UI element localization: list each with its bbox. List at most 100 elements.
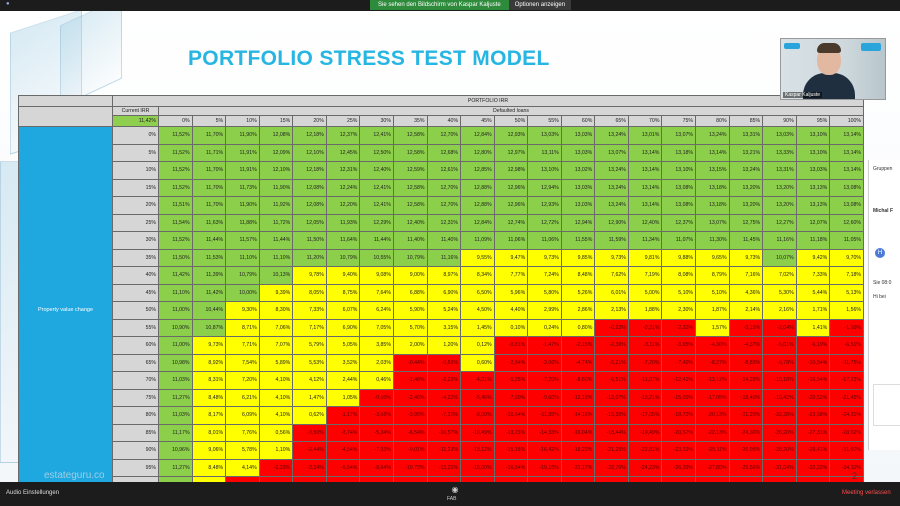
irr-cell: 12,20% bbox=[325, 196, 361, 215]
irr-cell: 11,34% bbox=[627, 231, 663, 250]
irr-cell: 13,03% bbox=[560, 143, 596, 162]
irr-cell: 9,06% bbox=[191, 441, 227, 460]
irr-cell: 9,55% bbox=[460, 248, 495, 267]
irr-cell: 1,47% bbox=[292, 388, 327, 407]
irr-cell: 2,30% bbox=[661, 301, 696, 320]
irr-cell: 11,52% bbox=[158, 178, 193, 197]
column-header: 65% bbox=[594, 115, 629, 127]
irr-cell: 2,03% bbox=[359, 353, 394, 372]
irr-cell: -0,10% bbox=[359, 388, 394, 407]
irr-cell: 8,01% bbox=[191, 423, 227, 442]
irr-cell: 5,89% bbox=[258, 353, 294, 372]
irr-cell: 13,03% bbox=[762, 126, 797, 145]
irr-cell: 2,16% bbox=[762, 301, 797, 320]
irr-cell: 11,10% bbox=[258, 248, 294, 267]
column-header: 90% bbox=[762, 115, 797, 127]
irr-cell: 9,00% bbox=[392, 266, 428, 285]
irr-cell: 1,87% bbox=[695, 301, 730, 320]
irr-cell: -15,18% bbox=[762, 371, 797, 390]
irr-cell: 13,24% bbox=[594, 178, 629, 197]
irr-cell: 10,55% bbox=[359, 248, 394, 267]
chat-message: Hi bei bbox=[873, 294, 886, 300]
irr-cell: -7,33% bbox=[359, 441, 394, 460]
irr-cell: -3,34% bbox=[292, 458, 327, 477]
irr-cell: 11,40% bbox=[392, 231, 428, 250]
irr-cell: 13,10% bbox=[795, 126, 831, 145]
irr-cell: 11,59% bbox=[594, 231, 629, 250]
irr-cell: 7,76% bbox=[225, 423, 260, 442]
irr-cell: 5,13% bbox=[829, 283, 864, 302]
slide-page-number: 2 bbox=[852, 471, 858, 481]
irr-cell: 0,60% bbox=[460, 353, 495, 372]
irr-cell: -13,25% bbox=[426, 458, 462, 477]
irr-cell: 11,53% bbox=[191, 248, 227, 267]
irr-cell: 11,54% bbox=[158, 213, 193, 232]
irr-cell: 12,72% bbox=[527, 213, 562, 232]
column-header: 35% bbox=[392, 115, 428, 127]
irr-cell: 6,09% bbox=[225, 406, 260, 425]
meeting-bottom-bar: Audio Einstellungen ◉ FAB Meeting verlas… bbox=[0, 482, 900, 506]
irr-cell: 13,08% bbox=[829, 196, 864, 215]
irr-cell: 5,80% bbox=[527, 283, 562, 302]
irr-cell: -13,12% bbox=[460, 441, 495, 460]
irr-cell: 7,05% bbox=[359, 318, 394, 337]
irr-cell: 4,10% bbox=[258, 388, 294, 407]
participant-video-tile[interactable]: Kaspar Kaljuste bbox=[780, 38, 886, 100]
chat-panel[interactable]: Gruppen Michal F H Sie 08:0 Hi bei bbox=[868, 160, 900, 450]
meeting-top-bar: ● Sie sehen den Bildschirm von Kaspar Ka… bbox=[0, 0, 900, 11]
row-header: 80% bbox=[112, 406, 159, 425]
irr-cell: -1,47% bbox=[527, 336, 562, 355]
portfolio-irr-header: PORTFOLIO IRR bbox=[112, 95, 864, 107]
irr-cell: 13,14% bbox=[829, 126, 864, 145]
irr-cell: 12,29% bbox=[359, 213, 394, 232]
irr-cell: -3,95% bbox=[392, 406, 428, 425]
irr-cell: 1,45% bbox=[460, 318, 495, 337]
row-header: 90% bbox=[112, 441, 159, 460]
row-header: 95% bbox=[112, 458, 159, 477]
irr-cell: 9,81% bbox=[627, 248, 663, 267]
view-options-button[interactable]: Optionen anzeigen bbox=[508, 0, 572, 10]
table-row: 35% 11,50% 11,53% 11,10% 11,10% 11,20% 10,79% 1… bbox=[19, 248, 864, 267]
irr-cell: 9,73% bbox=[594, 248, 629, 267]
irr-cell: 8,05% bbox=[292, 283, 327, 302]
irr-cell: 12,96% bbox=[493, 178, 529, 197]
irr-cell: -27,31% bbox=[795, 423, 831, 442]
irr-cell: 10,98% bbox=[158, 353, 193, 372]
irr-cell: -13,23% bbox=[493, 423, 529, 442]
irr-cell: 10,07% bbox=[762, 248, 797, 267]
irr-cell: 7,18% bbox=[829, 266, 864, 285]
irr-cell: 11,52% bbox=[158, 143, 193, 162]
irr-cell: -38,56% bbox=[829, 476, 864, 482]
irr-cell: 13,03% bbox=[795, 161, 831, 180]
row-header: 70% bbox=[112, 371, 159, 390]
irr-cell: 0,24% bbox=[527, 318, 562, 337]
chat-input[interactable] bbox=[873, 384, 900, 426]
irr-cell: 0,56% bbox=[258, 423, 294, 442]
irr-cell: 12,07% bbox=[795, 213, 831, 232]
irr-cell: -28,20% bbox=[762, 441, 797, 460]
reactions-icon[interactable]: ◉ bbox=[451, 485, 459, 494]
irr-cell: 11,71% bbox=[191, 143, 227, 162]
irr-cell: 11,42% bbox=[158, 266, 193, 285]
irr-cell: -2,44% bbox=[292, 441, 327, 460]
irr-cell: 10,90% bbox=[158, 318, 193, 337]
irr-cell: 13,14% bbox=[627, 178, 663, 197]
irr-cell: 2,00% bbox=[392, 336, 428, 355]
irr-cell: 13,13% bbox=[795, 196, 831, 215]
leave-meeting-button[interactable]: Meeting verlassen bbox=[842, 490, 891, 496]
table-row: 75% 11,27% 8,48% 6,21% 4,10% 1,47% 1,05% -0,10%… bbox=[19, 388, 864, 407]
irr-cell: 5,96% bbox=[493, 283, 529, 302]
participant-name: Kaspar Kaljuste bbox=[783, 92, 823, 98]
irr-cell: 5,30% bbox=[762, 283, 797, 302]
share-banner-text: Sie sehen den Bildschirm von Kaspar Kalj… bbox=[370, 0, 509, 10]
irr-cell: -15,00% bbox=[661, 388, 696, 407]
audio-settings-button[interactable]: Audio Einstellungen bbox=[6, 490, 60, 496]
irr-cell: 7,20% bbox=[225, 371, 260, 390]
irr-cell: 11,72% bbox=[258, 213, 294, 232]
header-row-mid: Current IRR Defaulted loans bbox=[18, 106, 864, 127]
irr-cell: -0,59% bbox=[426, 353, 462, 372]
irr-cell: 4,12% bbox=[292, 371, 327, 390]
irr-cell: -4,54% bbox=[325, 441, 361, 460]
irr-cell: -2,04% bbox=[762, 318, 797, 337]
irr-cell: 12,09% bbox=[258, 143, 294, 162]
